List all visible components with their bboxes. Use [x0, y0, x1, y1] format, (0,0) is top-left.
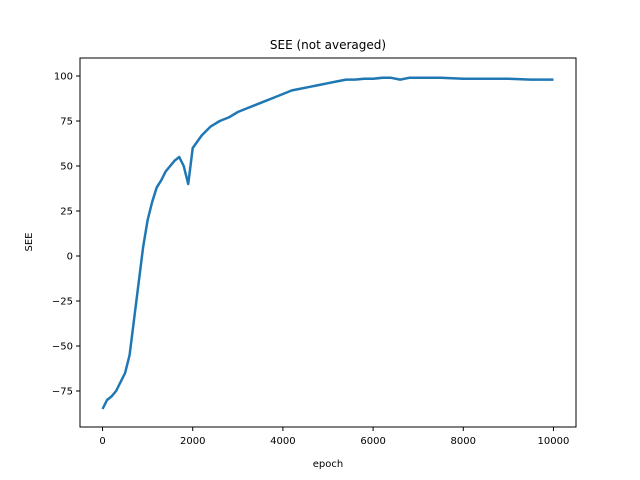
x-axis-label: epoch [313, 459, 343, 470]
x-tick-label: 8000 [451, 436, 476, 447]
y-tick-label: −25 [52, 297, 73, 308]
y-tick-label: 25 [60, 207, 73, 218]
y-axis-label: SEE [24, 233, 35, 252]
x-tick-label: 6000 [360, 436, 385, 447]
x-tick-label: 4000 [270, 436, 295, 447]
chart-title: SEE (not averaged) [270, 38, 386, 52]
y-tick-label: 0 [67, 252, 73, 263]
y-tick-label: −75 [52, 387, 73, 398]
x-tick-label: 0 [99, 436, 105, 447]
y-tick-label: −50 [52, 342, 73, 353]
y-tick-label: 100 [54, 72, 73, 83]
y-tick-label: 50 [60, 162, 73, 173]
series-line-0 [101, 76, 554, 410]
y-tick-label: 75 [60, 117, 73, 128]
x-tick-label: 10000 [538, 436, 570, 447]
x-tick-label: 2000 [180, 436, 205, 447]
plot-frame [79, 57, 577, 428]
